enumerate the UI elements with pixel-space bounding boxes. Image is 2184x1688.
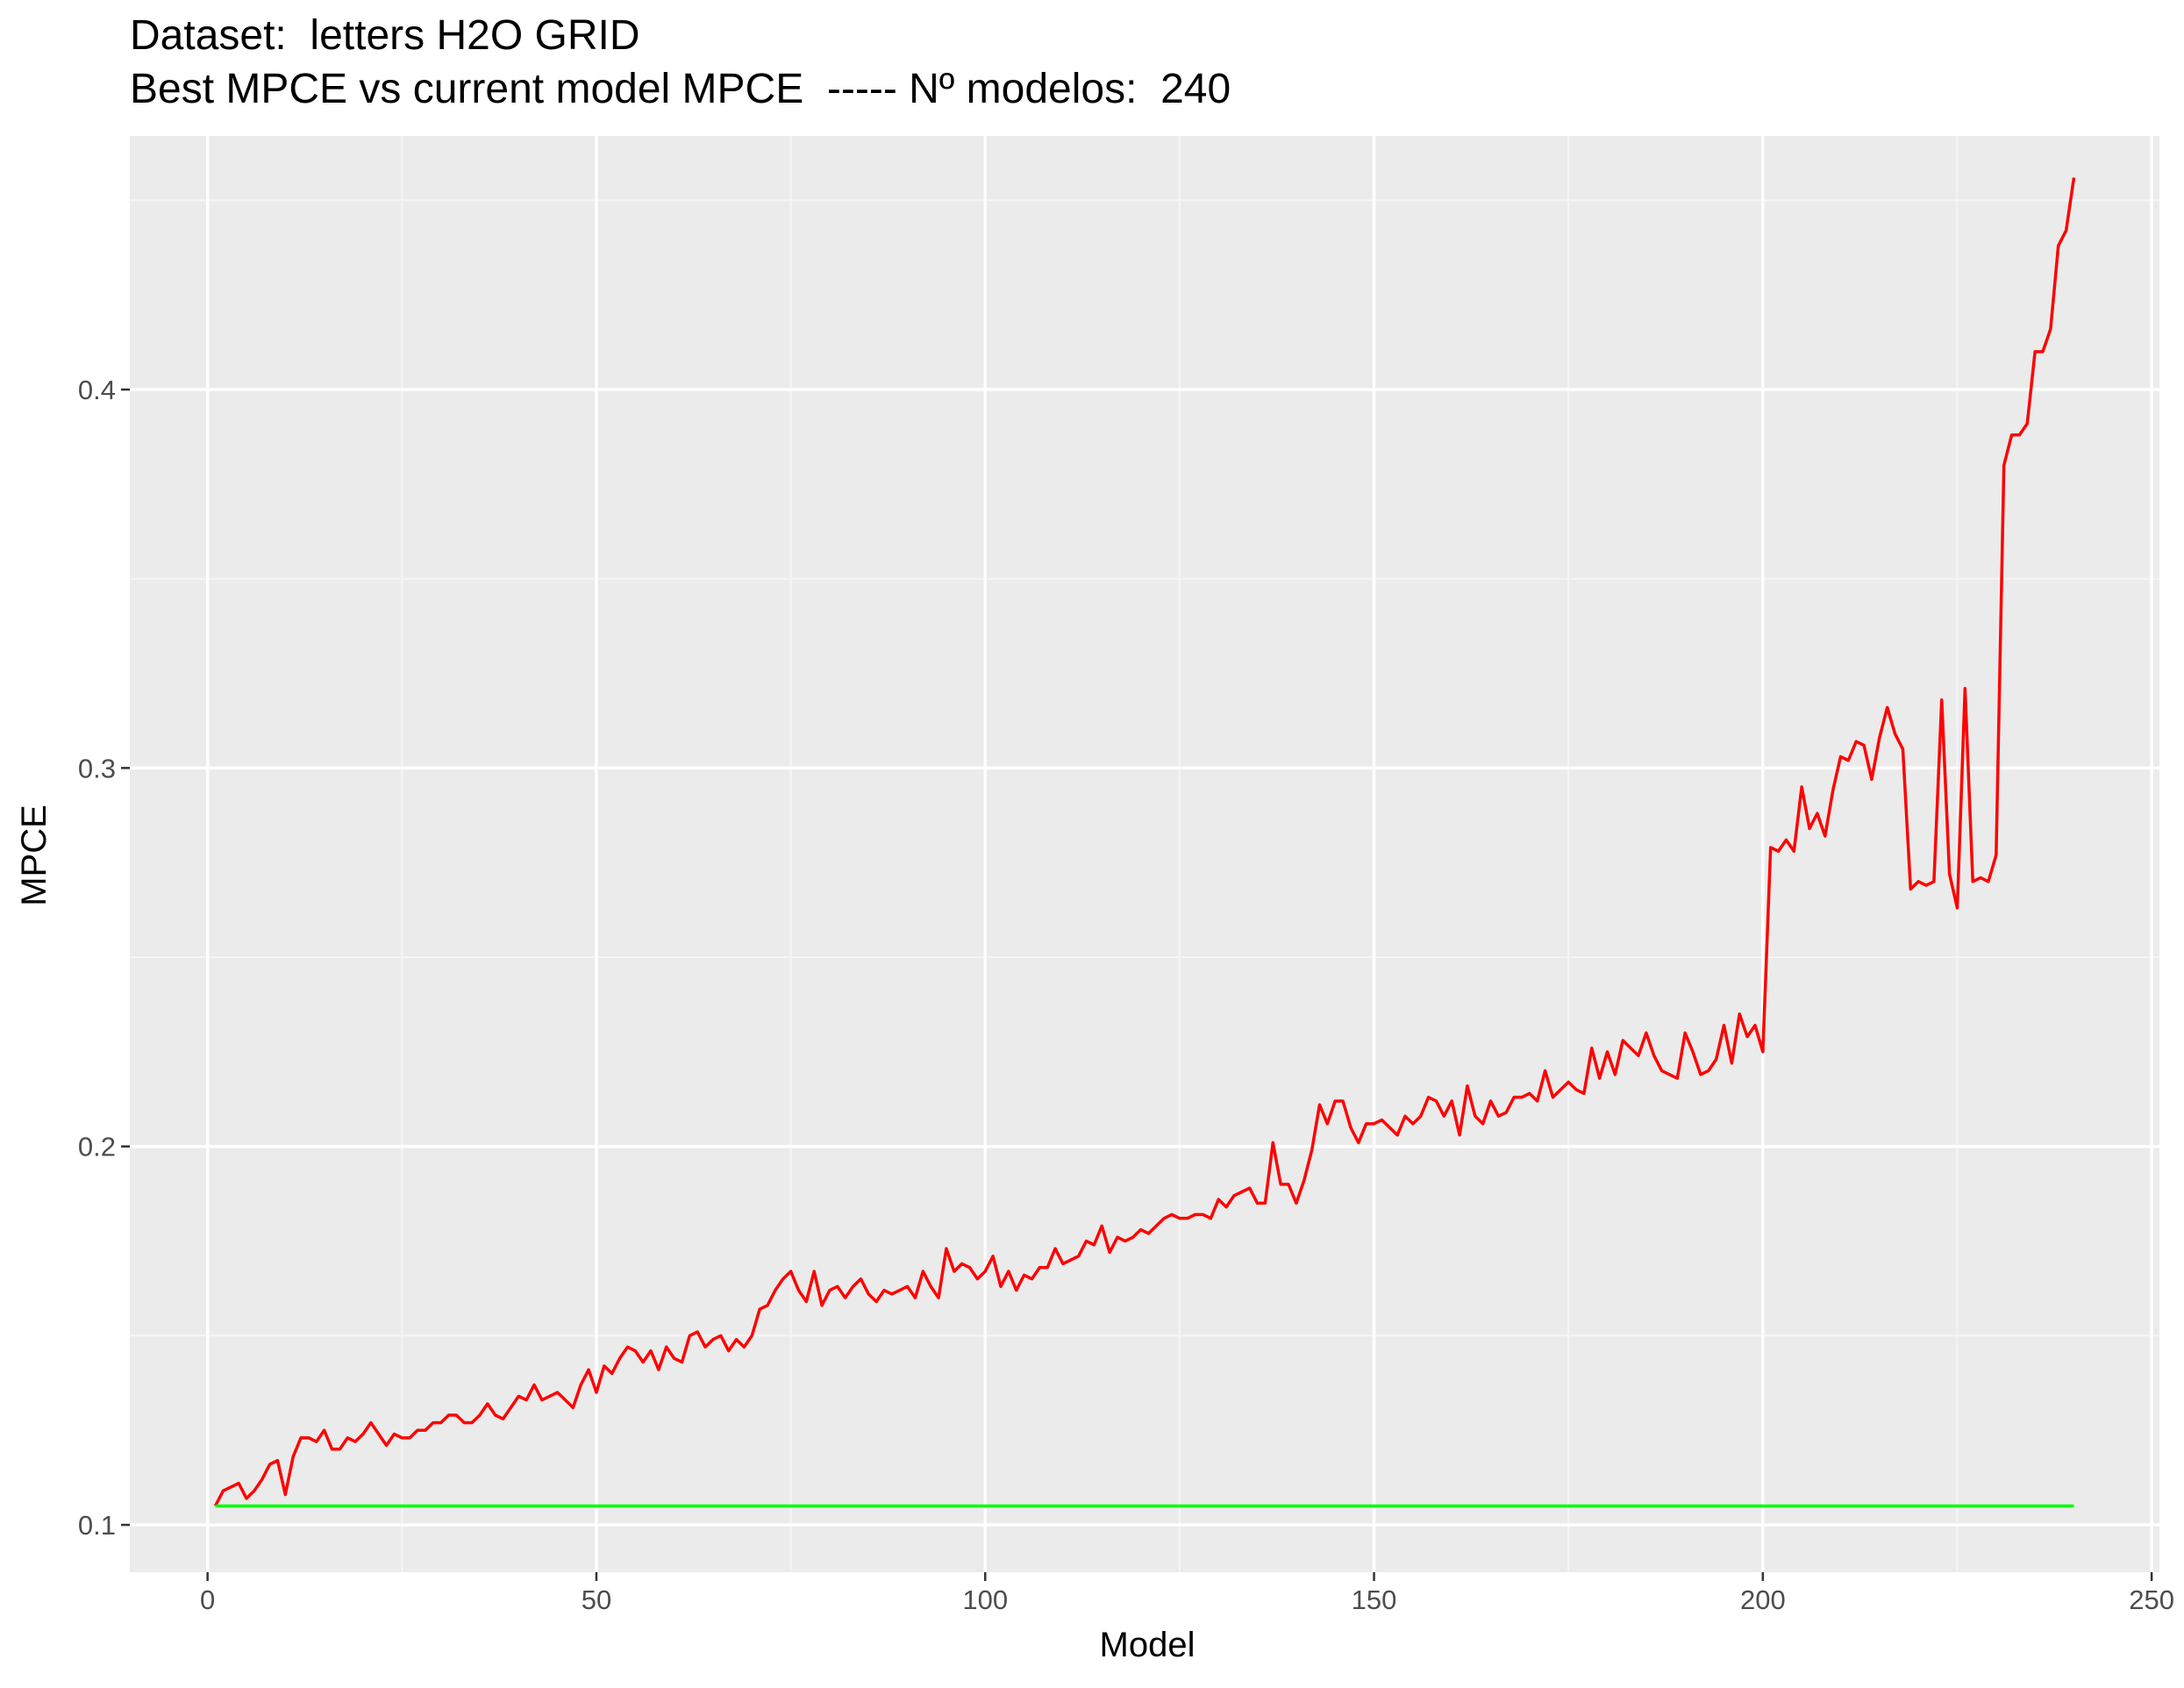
- y-axis: 0.1 0.2 0.3 0.4: [78, 375, 130, 1541]
- y-axis-title: MPCE: [15, 805, 54, 906]
- y-tick-label: 0.1: [78, 1510, 116, 1541]
- x-tick-label: 50: [582, 1584, 611, 1615]
- chart-subtitle: Best MPCE vs current model MPCE ----- Nº…: [130, 66, 1231, 112]
- x-axis-title: Model: [1100, 1626, 1195, 1664]
- y-tick-label: 0.2: [78, 1132, 116, 1162]
- chart-title: Dataset: letters H2O GRID: [130, 12, 640, 59]
- y-tick-label: 0.3: [78, 753, 116, 783]
- y-tick-label: 0.4: [78, 375, 116, 405]
- x-tick-label: 0: [200, 1584, 215, 1615]
- x-axis: 0 50 100 150 200 250: [200, 1572, 2174, 1615]
- series-layer: [213, 177, 2076, 1508]
- x-tick-label: 250: [2129, 1584, 2174, 1615]
- major-grid: [130, 136, 2159, 1572]
- series-line-1: [213, 177, 2076, 1507]
- x-tick-label: 150: [1352, 1584, 1397, 1615]
- minor-grid: [130, 136, 2159, 1572]
- x-tick-label: 100: [962, 1584, 1008, 1615]
- plot-panel: [130, 136, 2159, 1572]
- x-tick-label: 200: [1740, 1584, 1786, 1615]
